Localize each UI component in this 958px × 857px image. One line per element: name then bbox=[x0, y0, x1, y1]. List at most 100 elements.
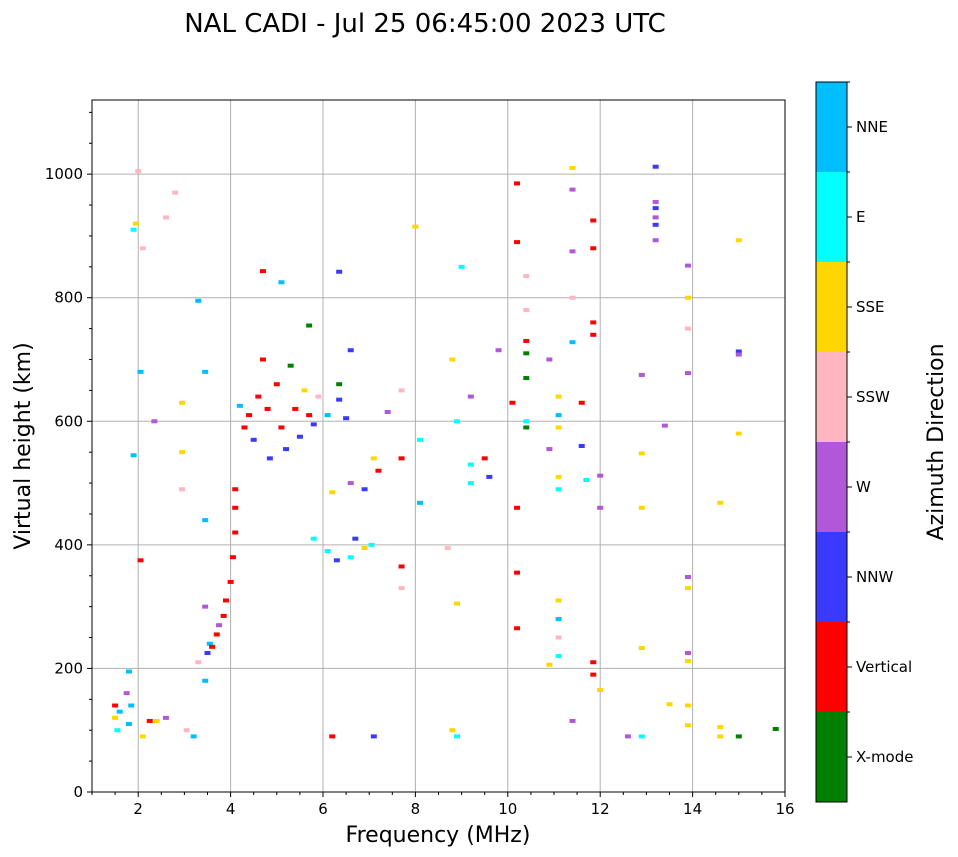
data-point bbox=[684, 586, 691, 591]
data-point bbox=[139, 734, 146, 739]
data-point bbox=[638, 646, 645, 651]
data-point bbox=[324, 549, 331, 554]
data-point bbox=[236, 403, 243, 408]
data-point bbox=[684, 326, 691, 331]
chart-title: NAL CADI - Jul 25 06:45:00 2023 UTC bbox=[184, 9, 666, 39]
data-point bbox=[347, 348, 354, 353]
data-point bbox=[638, 734, 645, 739]
data-point bbox=[652, 206, 659, 211]
data-point bbox=[590, 320, 597, 325]
data-point bbox=[264, 406, 271, 411]
colorbar-label: Azimuth Direction bbox=[924, 343, 949, 540]
data-point bbox=[523, 419, 530, 424]
data-point bbox=[206, 641, 213, 646]
data-point bbox=[590, 672, 597, 677]
colorbar-category-label: E bbox=[856, 208, 865, 226]
data-point bbox=[292, 406, 299, 411]
data-point bbox=[202, 678, 209, 683]
data-point bbox=[569, 249, 576, 254]
data-point bbox=[250, 437, 257, 442]
data-point bbox=[735, 238, 742, 243]
data-point bbox=[213, 632, 220, 637]
data-point bbox=[514, 570, 521, 575]
data-point bbox=[287, 363, 294, 368]
data-point bbox=[347, 555, 354, 560]
y-tick-label: 0 bbox=[73, 783, 83, 801]
data-point bbox=[555, 487, 562, 492]
data-point bbox=[514, 240, 521, 245]
data-point bbox=[227, 579, 234, 584]
data-point bbox=[717, 500, 724, 505]
data-point bbox=[458, 264, 465, 269]
colorbar-category-label: NNE bbox=[856, 118, 888, 136]
data-point bbox=[128, 703, 135, 708]
data-point bbox=[202, 604, 209, 609]
data-point bbox=[336, 269, 343, 274]
x-tick-label: 14 bbox=[683, 800, 702, 818]
data-point bbox=[329, 734, 336, 739]
data-point bbox=[130, 453, 137, 458]
data-point bbox=[259, 269, 266, 274]
data-point bbox=[514, 181, 521, 186]
data-point bbox=[453, 601, 460, 606]
colorbar-swatch bbox=[816, 352, 847, 442]
data-point bbox=[597, 688, 604, 693]
data-point bbox=[112, 703, 119, 708]
y-tick-label: 600 bbox=[54, 412, 83, 430]
data-point bbox=[624, 734, 631, 739]
data-point bbox=[684, 371, 691, 376]
data-point bbox=[597, 505, 604, 510]
data-point bbox=[417, 500, 424, 505]
data-point bbox=[569, 340, 576, 345]
data-point bbox=[375, 468, 382, 473]
data-point bbox=[306, 413, 313, 418]
colorbar-category-label: X-mode bbox=[856, 748, 913, 766]
y-axis-ticks: 0 200 400 600 800 1000 bbox=[45, 111, 92, 801]
data-point bbox=[114, 728, 121, 733]
data-point bbox=[449, 357, 456, 362]
grid-lines bbox=[92, 100, 786, 793]
data-point bbox=[310, 536, 317, 541]
data-point bbox=[361, 487, 368, 492]
data-point bbox=[638, 372, 645, 377]
data-point bbox=[772, 726, 779, 731]
data-point bbox=[509, 400, 516, 405]
data-point bbox=[137, 369, 144, 374]
data-point bbox=[336, 397, 343, 402]
x-tick-label: 16 bbox=[775, 800, 794, 818]
data-point bbox=[301, 388, 308, 393]
data-point bbox=[523, 308, 530, 313]
data-point bbox=[146, 718, 153, 723]
data-point bbox=[130, 227, 137, 232]
data-point bbox=[162, 715, 169, 720]
data-point bbox=[232, 530, 239, 535]
data-point bbox=[523, 274, 530, 279]
data-point bbox=[735, 352, 742, 357]
data-point bbox=[125, 722, 132, 727]
data-point bbox=[569, 165, 576, 170]
data-point bbox=[590, 660, 597, 665]
data-point bbox=[590, 332, 597, 337]
data-point bbox=[336, 382, 343, 387]
data-point bbox=[398, 456, 405, 461]
colorbar: X-mode Vertical NNW W SSW SSE E NNE bbox=[815, 81, 913, 803]
colorbar-swatch bbox=[816, 442, 847, 532]
data-point bbox=[569, 295, 576, 300]
data-point bbox=[333, 558, 340, 563]
data-point bbox=[241, 425, 248, 430]
data-point bbox=[255, 394, 262, 399]
data-point bbox=[546, 357, 553, 362]
data-point bbox=[555, 394, 562, 399]
data-point bbox=[481, 456, 488, 461]
data-point bbox=[417, 437, 424, 442]
colorbar-swatch bbox=[816, 712, 847, 802]
data-point bbox=[273, 382, 280, 387]
plot-area bbox=[91, 99, 786, 793]
y-axis-label: Virtual height (km) bbox=[11, 342, 36, 549]
data-point bbox=[195, 660, 202, 665]
data-point bbox=[467, 481, 474, 486]
data-point bbox=[684, 723, 691, 728]
data-point bbox=[368, 542, 375, 547]
data-point bbox=[153, 718, 160, 723]
